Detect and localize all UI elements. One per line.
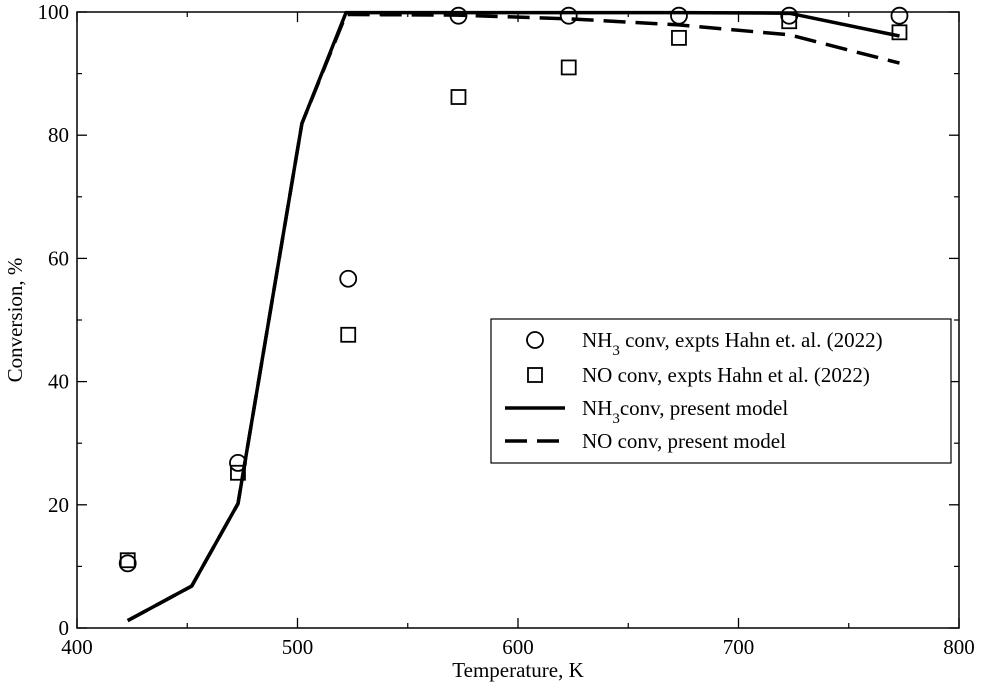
y-axis-label: Conversion, % [3,258,27,383]
y-tick-label: 100 [38,0,70,24]
y-tick-label: 0 [59,616,70,640]
legend-label: NO conv, expts Hahn et al. (2022) [582,363,870,387]
data-point-square [671,29,687,46]
legend-symbol [527,367,543,383]
legend-symbol [526,331,544,349]
x-tick-label: 800 [943,635,975,659]
x-tick-label: 500 [282,635,314,659]
data-point-square [340,326,357,343]
x-tick-label: 400 [61,635,93,659]
legend-box [490,318,952,464]
y-tick-label: 60 [48,246,69,270]
data-point-square [119,552,136,569]
axis-ticks: 400 500 600 700 800 0 20 40 60 80 100 [38,0,975,659]
series-line-solid [126,10,900,623]
data-point-square [560,59,577,76]
series-layer [118,6,909,623]
data-point-circle [559,6,578,25]
y-tick-label: 20 [48,493,69,517]
legend-label: NO conv, present model [582,429,786,453]
data-point-circle [339,269,358,288]
y-tick-label: 40 [48,370,69,394]
x-tick-label: 700 [723,635,755,659]
legend-label: NH3 conv, expts Hahn et. al. (2022) [582,328,883,359]
legend: NH3 conv, expts Hahn et. al. (2022) NO co… [490,318,952,464]
data-point-circle [890,6,909,25]
y-tick-label: 80 [48,123,69,147]
data-point-circle [670,6,688,25]
data-point-square [891,24,908,41]
x-axis-label: Temperature, K [452,658,583,682]
legend-label: NH3conv, present model [582,396,788,427]
data-point-circle [118,554,137,573]
series-line-dashed [126,12,900,623]
data-point-square [450,89,467,105]
data-point-square [230,464,246,481]
x-tick-label: 600 [502,635,534,659]
